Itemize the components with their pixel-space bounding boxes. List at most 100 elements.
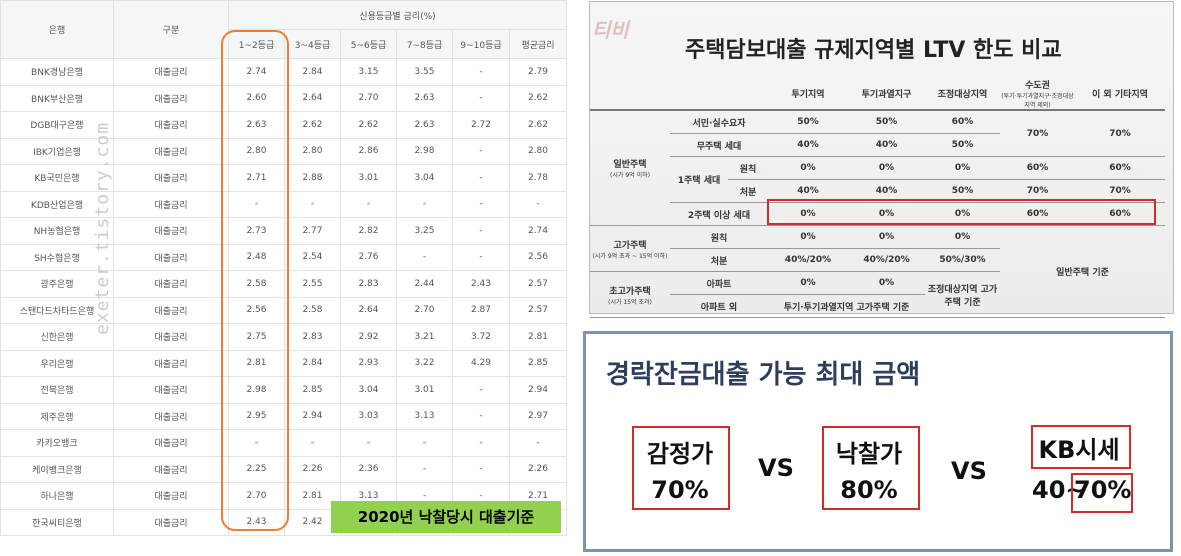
table-cell: - [284,190,341,218]
table-cell: 0% [848,202,925,226]
table-cell: 2.85 [509,349,567,377]
table-cell: 2.63 [396,111,453,139]
table-cell: 대출금리 [113,58,229,86]
table-cell: NH농협은행 [0,217,114,245]
table-cell: 대출금리 [113,190,229,218]
bank-rate-table: 은행 구분 신용등급별 금리(%) 1~2등급 3~4등급 5~6등급 7~8등급 9~10… [0,0,567,536]
table-cell: 0% [925,156,1000,180]
table-cell: 2.26 [284,455,341,483]
table-cell: 40% [848,179,925,203]
table-cell: 3.21 [396,323,453,351]
group-label: 고가주택 [613,240,647,251]
table-cell: 2.92 [340,323,397,351]
item-value: 70% [651,476,709,504]
table-row: 우리은행 대출금리 2.81 2.84 2.93 3.22 4.29 2.85 [0,349,567,377]
table-cell: 0% [768,271,848,295]
table-cell: 2.63 [228,111,285,139]
table-cell: 60% [1075,202,1165,226]
item-value: 80% [840,476,898,504]
table-cell: 2.43 [452,270,510,298]
item-value: 70% [1074,476,1132,504]
table-cell: - [396,455,453,483]
group-cell: 초고가주택 (시가 15억 초과) [590,271,670,318]
header-cell: 평균금리 [509,29,567,59]
table-cell: 무주택 세대 [670,133,768,157]
table-cell: 대출금리 [113,296,229,324]
table-cell: 3.01 [340,164,397,192]
group-label: 초고가주택 [609,286,651,297]
ltv-panel: 티비 주택담보대출 규제지역별 LTV 한도 비교 투기지역 투기과열지구 조정… [589,1,1174,318]
table-cell: 2.56 [509,243,567,271]
highlight-box [767,199,1156,225]
table-cell: 2.57 [509,296,567,324]
table-cell: 아파트 외 [670,294,768,318]
table-cell: 50% [768,110,848,134]
table-cell: 2.64 [284,84,341,112]
table-cell: 하나은행 [0,482,114,510]
highlight-box [632,426,730,510]
group-note: (시가 9억 초과 ~ 15억 이하) [592,252,668,260]
table-row: KDB산업은행 대출금리 - - - - - - [0,190,567,218]
table-cell: 2.82 [340,217,397,245]
table-cell: 일반주택 기준 [1000,225,1165,318]
highlight-box [1031,425,1131,469]
table-cell: 서민·실수요자 [670,110,768,134]
table-row: IBK기업은행 대출금리 2.80 2.80 2.86 2.98-2.80 [0,137,567,165]
table-cell: 2.94 [509,376,567,404]
table-cell: 대출금리 [113,455,229,483]
header-cell: 구분 [113,0,229,59]
table-cell: 2.77 [284,217,341,245]
watermark: 티비 [592,18,629,42]
header-cell: 은행 [0,0,114,59]
table-cell: DGB대구은행 [0,111,114,139]
table-cell: 4.29 [452,349,510,377]
table-cell: 2.83 [340,270,397,298]
loan-title: 경락잔금대출 가능 최대 금액 [606,360,921,390]
table-cell: - [452,58,510,86]
table-cell: 2.56 [228,296,285,324]
table-cell: 0% [848,156,925,180]
table-cell: 2.72 [452,111,510,139]
vs: VS [951,457,987,485]
table-cell: - [509,429,567,457]
table-cell: 2.80 [284,137,341,165]
table-cell: 대출금리 [113,508,229,536]
table-row: 신한은행 대출금리 2.75 2.83 2.92 3.21 3.72 2.81 [0,323,567,351]
table-cell: 2.86 [340,137,397,165]
table-cell: 40%/20% [848,248,925,272]
table-cell: 70% [1075,110,1165,157]
table-row: DGB대구은행 대출금리 2.63 2.62 2.62 2.63 2.72 2.62 [0,111,567,139]
table-cell: 2.94 [284,402,341,430]
table-cell: 2.80 [509,137,567,165]
table-cell: - [452,190,510,218]
table-row: SH수협은행 대출금리 2.48 2.54 2.76- -2.56 [0,243,567,271]
table-cell: 2.93 [340,349,397,377]
table-cell: 70% [1075,179,1165,203]
table-cell: 제주은행 [0,402,114,430]
table-cell: 조정대상지역 고가주택 기준 [925,271,1000,318]
table-cell: 케이뱅크은행 [0,455,114,483]
header-text: 수도권 [1025,80,1050,91]
table-cell: 2.62 [340,111,397,139]
table-cell: 3.04 [340,376,397,404]
table-cell: 0% [925,202,1000,226]
table-cell: 3.13 [396,402,453,430]
table-row: KB국민은행 대출금리 2.71 2.88 3.01 3.04-2.78 [0,164,567,192]
table-cell: - [452,455,510,483]
table-cell: 2.84 [284,349,341,377]
header-note: (투기·투기과열지구·조정대상지역 제외) [1001,92,1074,109]
table-cell: BNK경남은행 [0,58,114,86]
header-cell: 3~4등급 [284,29,341,59]
table-cell: 원칙 [670,225,768,249]
table-cell: 원칙 [728,156,768,180]
table-cell: - [396,429,453,457]
table-cell: - [452,217,510,245]
table-cell: 1주택 세대 [670,156,728,203]
vs: VS [758,454,794,482]
header-cell: 9~10등급 [452,29,510,59]
table-cell: 2.55 [284,270,341,298]
table-cell: 한국씨티은행 [0,508,114,536]
highlight-box [1071,473,1133,513]
table-cell: 대출금리 [113,349,229,377]
overlay-label: 2020년 낙찰당시 대출기준 [331,501,561,533]
